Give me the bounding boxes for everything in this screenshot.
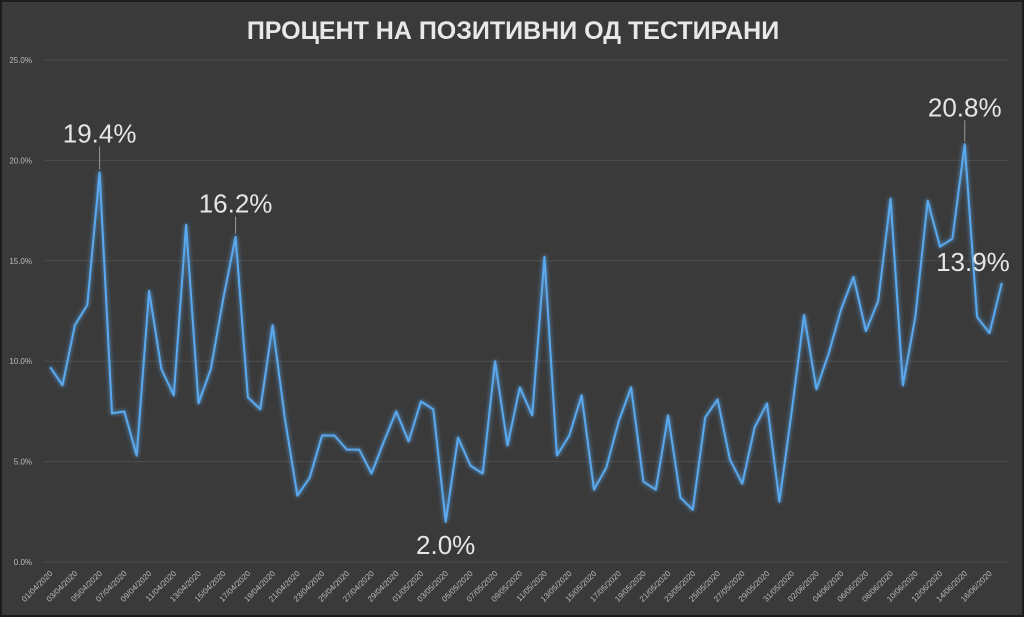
x-axis-ticks: 01/04/202003/04/202005/04/202007/04/2020… (20, 569, 994, 604)
data-label: 13.9% (936, 247, 1010, 277)
data-label: 20.8% (928, 92, 1002, 122)
chart-title: ПРОЦЕНТ НА ПОЗИТИВНИ ОД ТЕСТИРАНИ (247, 17, 779, 45)
y-tick-label: 0.0% (14, 558, 32, 567)
gridlines (44, 59, 1008, 563)
annotations: 19.4% 16.2% 2.0% 20.8% 13.9% (63, 92, 1010, 560)
data-label: 16.2% (199, 189, 273, 219)
y-tick-label: 20.0% (9, 156, 32, 165)
series-line (49, 143, 1003, 523)
y-tick-label: 15.0% (9, 257, 32, 266)
data-label: 19.4% (63, 118, 137, 148)
data-label: 2.0% (416, 530, 475, 560)
y-tick-label: 10.0% (9, 357, 32, 366)
series-line-layer (49, 143, 1003, 523)
y-tick-label: 25.0% (9, 56, 32, 65)
y-axis-ticks: 0.0% 5.0% 10.0% 15.0% 20.0% 25.0% (9, 56, 32, 567)
y-tick-label: 5.0% (14, 458, 32, 467)
